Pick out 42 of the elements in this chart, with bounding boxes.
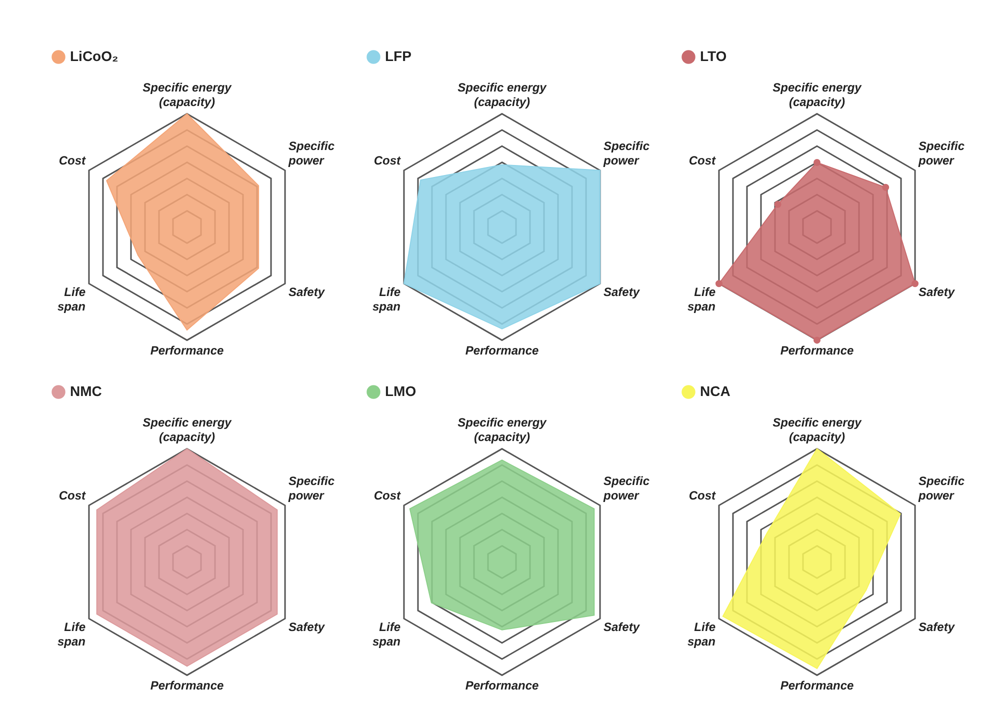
spoke-label: Life span bbox=[687, 620, 716, 649]
spoke-label: Specific power bbox=[602, 474, 650, 503]
spoke-label: Performance bbox=[780, 678, 854, 693]
spoke-label: Life span bbox=[372, 285, 401, 314]
spoke-label: Specific power bbox=[288, 139, 335, 168]
legend-label: NMC bbox=[70, 382, 102, 399]
spoke-label: Specific power bbox=[288, 474, 335, 503]
spoke-label: Performance bbox=[465, 344, 540, 358]
spoke-label: Safety bbox=[604, 620, 641, 634]
spoke-label: Life span bbox=[687, 285, 716, 314]
legend-label: LMO bbox=[385, 382, 416, 399]
spoke-label: Cost bbox=[374, 488, 402, 503]
spoke-label: Cost bbox=[58, 488, 86, 503]
spoke-label: Safety bbox=[918, 285, 956, 300]
spoke-label: Safety bbox=[918, 620, 956, 634]
spoke-label: Specific energy (capacity) bbox=[458, 80, 548, 109]
spoke-label: Cost bbox=[688, 488, 716, 503]
spoke-label: Safety bbox=[604, 285, 641, 300]
legend-label: LTO bbox=[700, 48, 727, 64]
spoke-label: Specific energy (capacity) bbox=[142, 416, 233, 444]
spoke-label: Life span bbox=[372, 620, 401, 649]
spoke-label: Specific energy (capacity) bbox=[772, 80, 863, 109]
spoke-label: Specific power bbox=[918, 474, 965, 503]
spoke-label: Performance bbox=[780, 344, 854, 358]
spoke-label: Specific energy (capacity) bbox=[458, 416, 548, 444]
spoke-label: Specific power bbox=[602, 139, 650, 168]
spoke-label: Cost bbox=[688, 154, 716, 168]
legend-label: NCA bbox=[700, 382, 730, 399]
spoke-label: Performance bbox=[150, 678, 224, 693]
spoke-label: Life span bbox=[57, 620, 86, 649]
legend-label: LFP bbox=[385, 48, 412, 64]
spoke-label: Specific power bbox=[918, 139, 965, 168]
spoke-label: Safety bbox=[288, 285, 326, 300]
spoke-label: Performance bbox=[465, 678, 540, 693]
spoke-label: Cost bbox=[58, 154, 86, 168]
spoke-label: Safety bbox=[288, 620, 326, 634]
spoke-label: Life span bbox=[57, 285, 86, 314]
spoke-label: Specific energy (capacity) bbox=[142, 80, 233, 109]
spoke-label: Cost bbox=[374, 154, 402, 168]
spoke-label: Performance bbox=[150, 344, 224, 358]
legend-label: LiCoO₂ bbox=[70, 48, 118, 64]
spoke-label: Specific energy (capacity) bbox=[772, 416, 863, 444]
